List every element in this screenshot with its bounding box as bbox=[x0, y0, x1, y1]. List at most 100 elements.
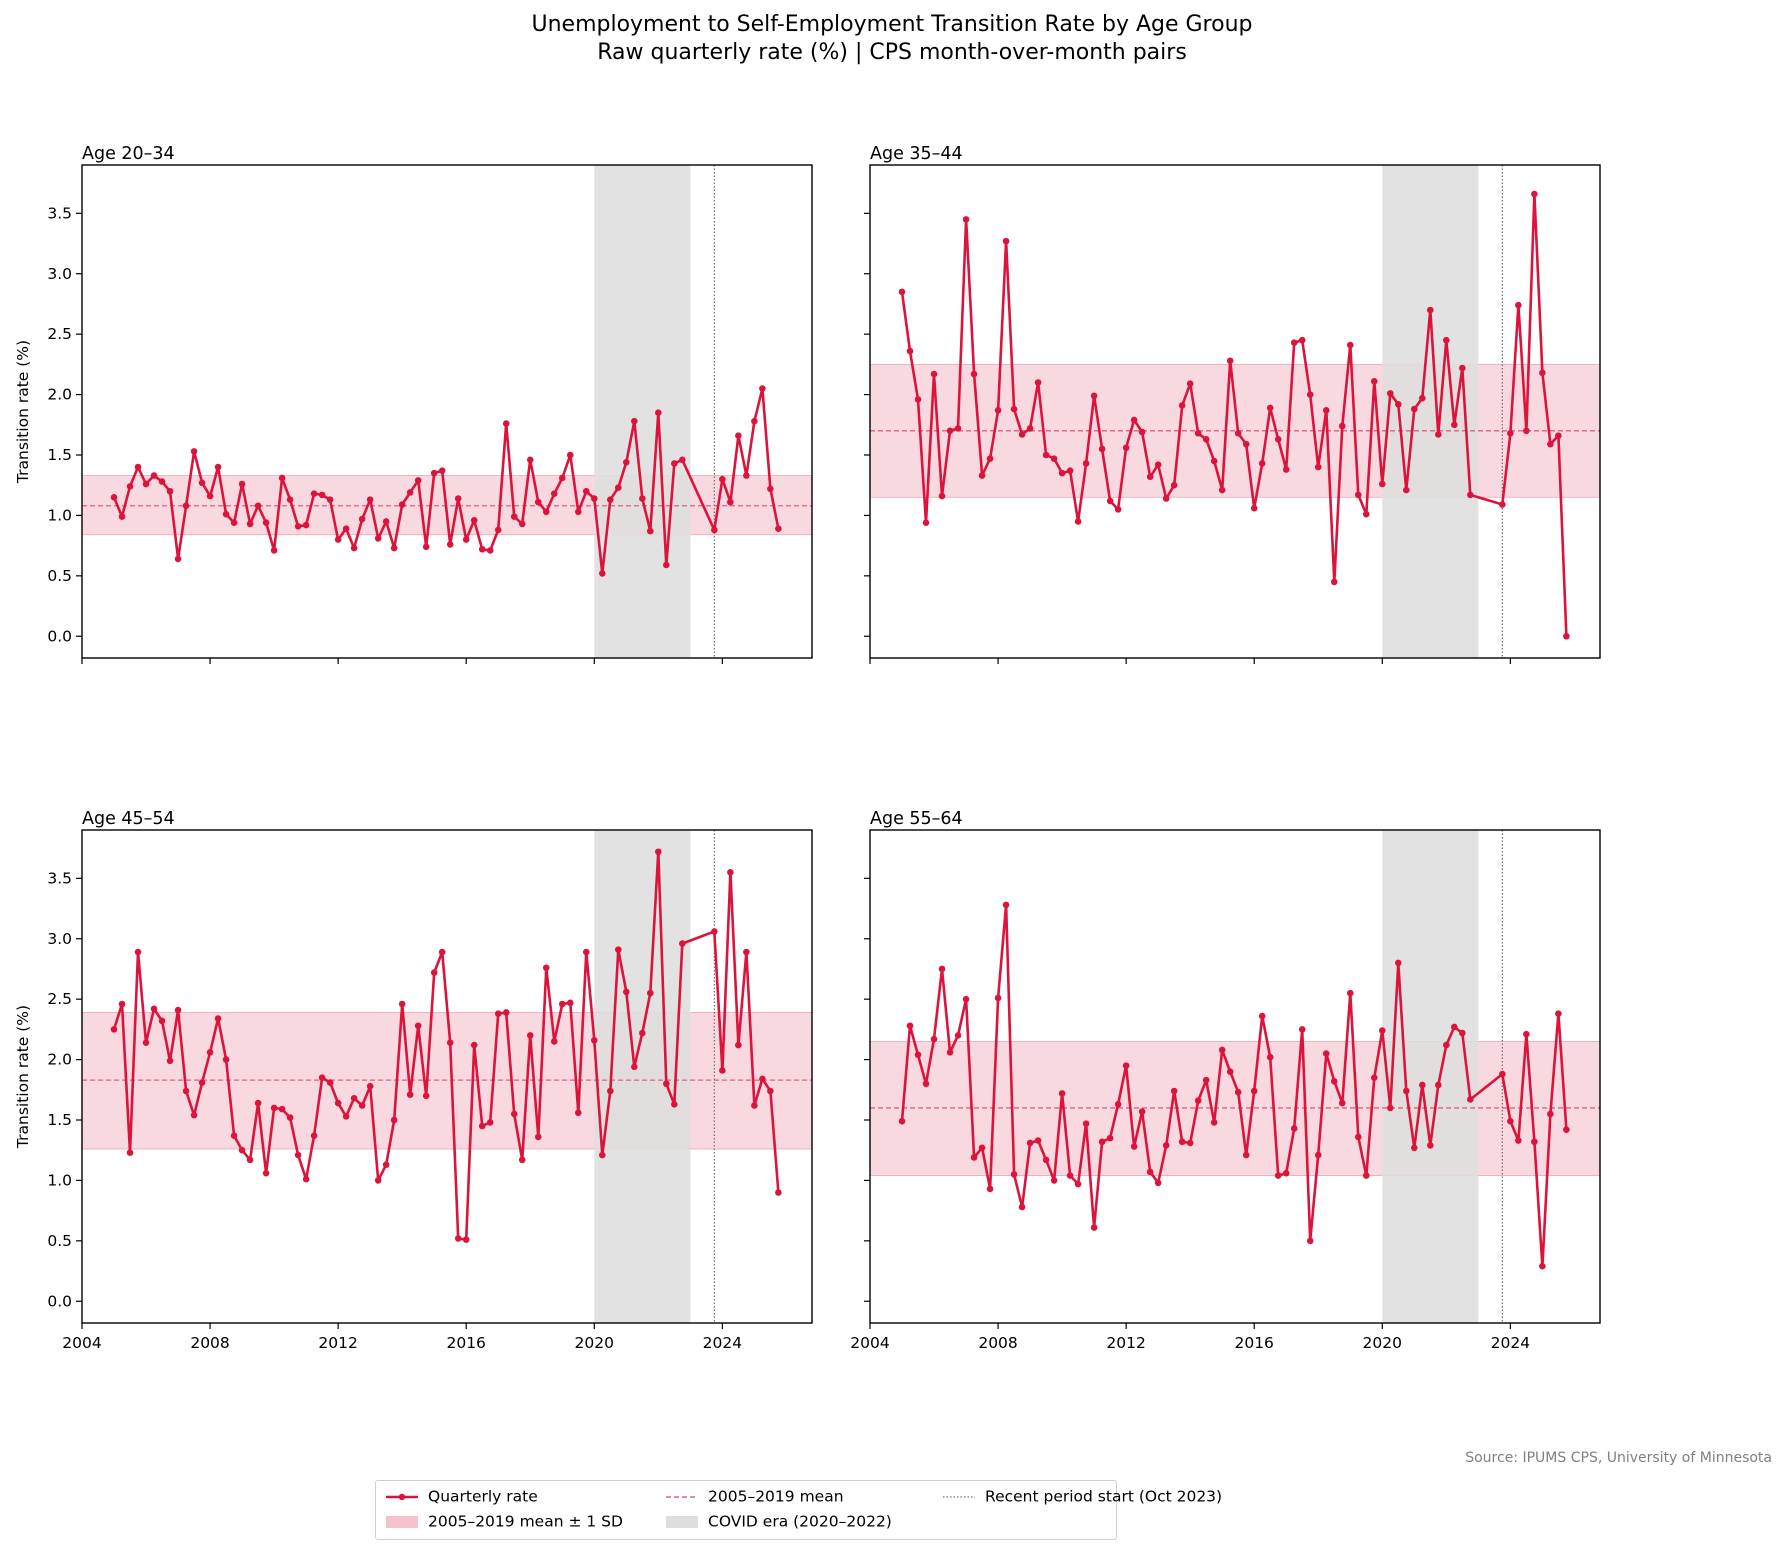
data-point bbox=[326, 496, 334, 504]
data-point bbox=[326, 1079, 334, 1086]
data-point bbox=[374, 535, 382, 542]
data-point bbox=[158, 1017, 166, 1025]
data-point bbox=[166, 487, 174, 495]
data-point bbox=[1306, 391, 1314, 398]
data-point bbox=[454, 495, 462, 502]
data-point bbox=[470, 516, 478, 524]
data-point bbox=[1282, 466, 1290, 473]
data-point bbox=[1507, 429, 1514, 437]
data-point bbox=[118, 1000, 126, 1008]
data-point bbox=[1274, 1172, 1282, 1179]
data-point bbox=[1098, 1138, 1106, 1146]
data-point bbox=[962, 216, 970, 223]
data-point bbox=[262, 519, 270, 526]
data-point bbox=[1499, 501, 1506, 508]
data-point bbox=[1138, 1108, 1146, 1115]
data-point bbox=[954, 1032, 962, 1039]
data-point bbox=[1531, 1138, 1538, 1146]
x-tick-label: 2024 bbox=[703, 1334, 742, 1352]
data-point bbox=[1194, 429, 1202, 437]
data-point bbox=[1010, 405, 1018, 413]
data-point bbox=[647, 527, 654, 535]
data-point bbox=[1250, 1087, 1258, 1095]
data-point bbox=[1314, 1151, 1322, 1159]
data-point bbox=[986, 1185, 994, 1193]
data-point bbox=[1026, 425, 1034, 432]
data-point bbox=[1459, 364, 1466, 372]
data-point bbox=[206, 492, 214, 500]
data-point bbox=[350, 544, 358, 552]
legend-key-quarterly bbox=[386, 1493, 418, 1500]
data-point bbox=[390, 1116, 398, 1124]
data-point bbox=[679, 940, 686, 947]
data-point bbox=[334, 1099, 342, 1107]
y-axis-label: Transition rate (%) bbox=[14, 340, 32, 484]
data-point bbox=[126, 483, 134, 490]
data-point bbox=[1178, 402, 1186, 409]
data-point bbox=[759, 1075, 766, 1083]
data-point bbox=[663, 561, 670, 569]
data-point bbox=[1074, 518, 1082, 525]
data-point bbox=[142, 480, 150, 488]
axes-frame bbox=[869, 829, 1601, 1324]
y-tick-label: 0.0 bbox=[47, 627, 72, 645]
y-tick-label: 0.5 bbox=[47, 1232, 72, 1250]
data-point bbox=[1026, 1139, 1034, 1147]
data-point bbox=[230, 519, 238, 526]
data-point bbox=[254, 1099, 262, 1107]
y-tick-label: 2.0 bbox=[47, 1051, 72, 1069]
data-point bbox=[286, 1114, 294, 1121]
data-point bbox=[494, 526, 502, 534]
data-point bbox=[574, 1109, 582, 1117]
data-point bbox=[1106, 497, 1114, 505]
data-point bbox=[446, 1039, 454, 1046]
data-point bbox=[767, 485, 774, 493]
data-point bbox=[1298, 336, 1306, 344]
data-point bbox=[1499, 1070, 1506, 1078]
data-point bbox=[994, 406, 1002, 414]
data-point bbox=[182, 1087, 190, 1095]
legend-key-covid bbox=[666, 1515, 698, 1528]
data-point bbox=[510, 1110, 518, 1118]
data-point bbox=[150, 472, 158, 479]
data-point bbox=[1178, 1138, 1186, 1146]
panel-title: Age 55–64 bbox=[870, 809, 963, 829]
data-point bbox=[1266, 404, 1274, 412]
data-point bbox=[574, 508, 582, 516]
legend: Quarterly rate 2005–2019 mean ± 1 SD 200… bbox=[375, 1480, 1222, 1540]
y-tick-label: 1.5 bbox=[47, 446, 72, 464]
data-point bbox=[1082, 460, 1090, 467]
legend-item-quarterly: Quarterly rate bbox=[384, 1487, 538, 1506]
data-point bbox=[1114, 1100, 1122, 1108]
data-point bbox=[238, 480, 246, 488]
data-point bbox=[751, 1102, 758, 1109]
data-point bbox=[1330, 578, 1338, 586]
data-point bbox=[735, 1041, 742, 1049]
data-point bbox=[1322, 406, 1330, 414]
y-tick-label: 1.0 bbox=[47, 506, 72, 524]
data-point bbox=[534, 498, 542, 506]
data-point bbox=[1419, 1081, 1426, 1089]
data-point bbox=[1002, 901, 1010, 909]
data-point bbox=[1050, 1177, 1058, 1184]
y-tick-label: 2.5 bbox=[47, 325, 72, 343]
data-point bbox=[622, 458, 630, 466]
data-point bbox=[550, 1038, 558, 1045]
legend-label-mean: 2005–2019 mean bbox=[708, 1487, 844, 1506]
data-point bbox=[978, 1144, 986, 1152]
axes-frame bbox=[81, 164, 813, 659]
data-point bbox=[126, 1149, 134, 1156]
source-note: Source: IPUMS CPS, University of Minneso… bbox=[1465, 1450, 1772, 1466]
data-point bbox=[930, 370, 938, 378]
x-tick-label: 2016 bbox=[1234, 1334, 1273, 1352]
data-point bbox=[190, 1111, 198, 1119]
data-point bbox=[230, 1132, 238, 1140]
data-point bbox=[118, 513, 126, 520]
data-point bbox=[214, 463, 222, 471]
data-point bbox=[914, 396, 922, 403]
data-point bbox=[1066, 1172, 1074, 1179]
data-point bbox=[262, 1169, 270, 1177]
data-point bbox=[414, 477, 422, 484]
data-point bbox=[1186, 380, 1194, 388]
data-point bbox=[1042, 1156, 1050, 1164]
